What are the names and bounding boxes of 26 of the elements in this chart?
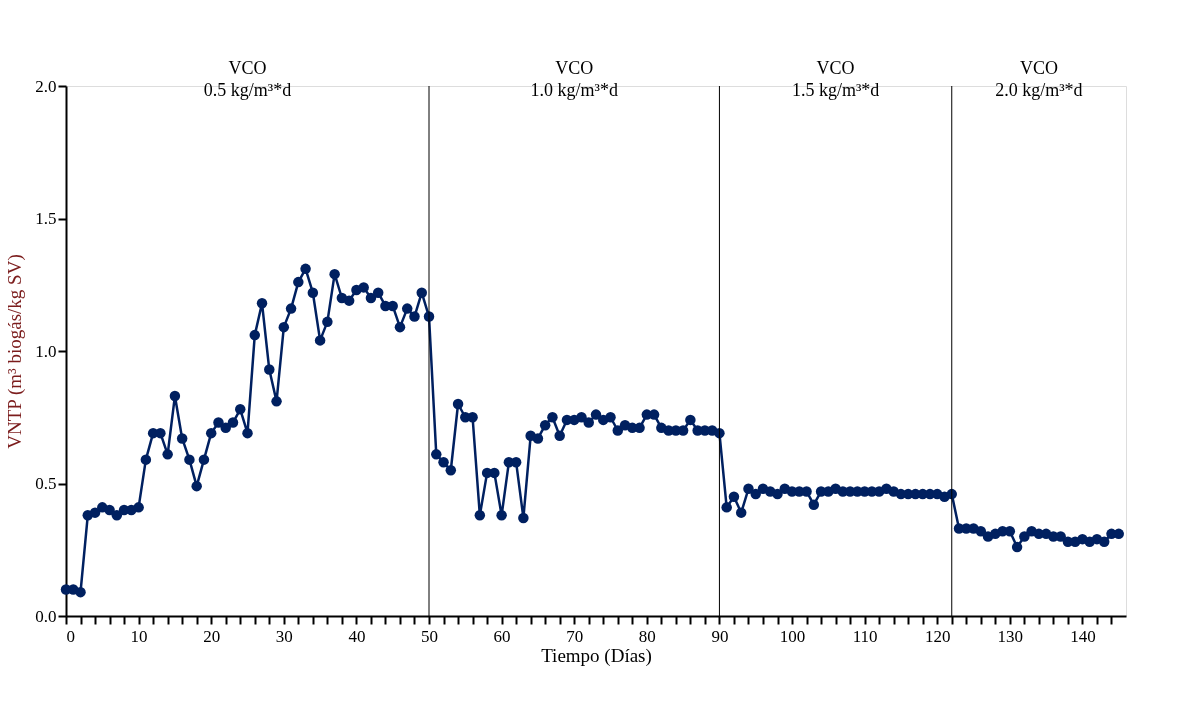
x-tick-label: 0 (66, 626, 75, 646)
annotation: VCO 2.0 kg/m³*d (995, 58, 1083, 100)
x-tick-label: 70 (566, 626, 584, 646)
x-tick-label: 60 (493, 626, 511, 646)
x-tick-label: 110 (852, 626, 878, 646)
x-tick-label: 100 (779, 626, 806, 646)
y-tick-label: 2.0 (35, 76, 57, 96)
x-tick-label: 40 (348, 626, 366, 646)
annotation: VCO 1.5 kg/m³*d (791, 58, 880, 100)
x-tick-label: 90 (711, 626, 729, 646)
y-tick-label: 0.0 (35, 606, 57, 626)
y-tick-label: 1.5 (35, 209, 57, 228)
y-tick-label: 0.5 (35, 474, 57, 493)
x-tick-label: 130 (997, 626, 1024, 646)
y-tick-label: 1.0 (35, 341, 57, 361)
x-tick-label: 80 (638, 626, 656, 646)
x-tick-label: 140 (1070, 626, 1096, 646)
x-tick-label: 20 (203, 626, 221, 646)
annotation: VCO 1.0 kg/m³*d (530, 58, 618, 100)
x-tick-label: 10 (130, 626, 148, 646)
x-tick-label: 50 (421, 626, 439, 646)
x-axis-title: Tiempo (Días) (541, 644, 652, 667)
y-axis-title: VNTP (m³ biogás/kg SV) (4, 254, 27, 449)
x-tick-label: 30 (275, 626, 293, 646)
annotation: VCO 0.5 kg/m³*d (203, 58, 292, 100)
x-tick-label: 120 (924, 626, 951, 646)
